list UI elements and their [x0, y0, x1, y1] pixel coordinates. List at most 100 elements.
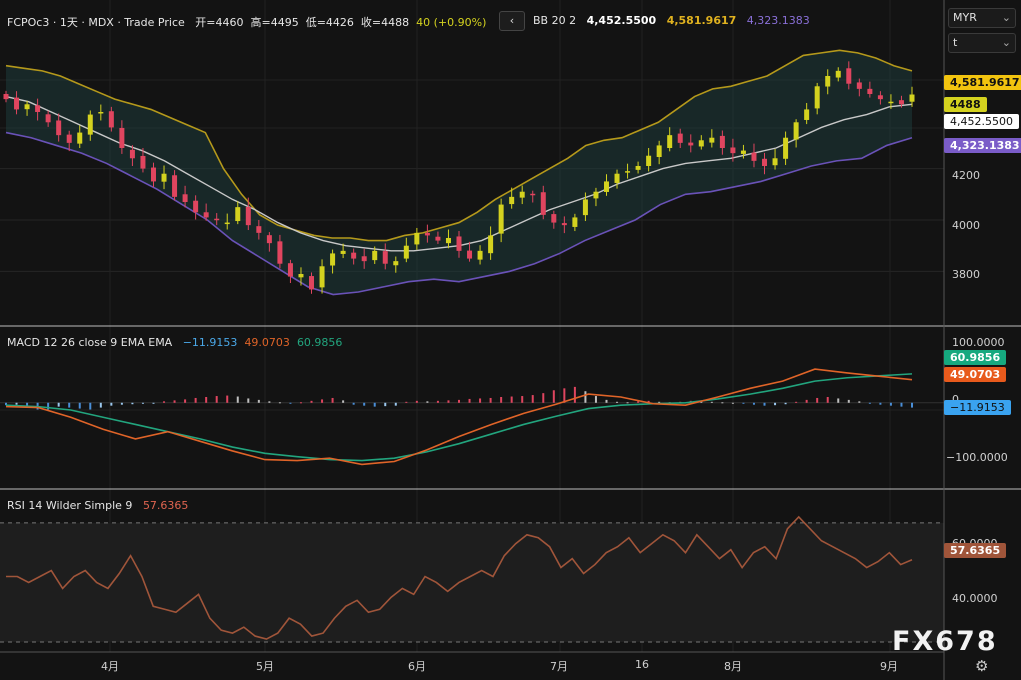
bb-upper-value: 4,581.9617	[666, 14, 737, 27]
candle-body	[519, 191, 525, 198]
macd-histogram-bar	[521, 396, 524, 403]
macd-histogram-bar	[710, 401, 713, 403]
macd-title[interactable]: MACD 12 26 close 9 EMA EMA	[7, 336, 173, 349]
candle-body	[888, 101, 894, 104]
macd-histogram-bar	[742, 402, 745, 404]
macd-histogram-bar	[236, 396, 239, 403]
macd-histogram-bar	[563, 388, 566, 403]
macd-histogram-bar	[868, 402, 871, 404]
macd-histogram-bar	[805, 399, 808, 403]
candle-body	[277, 241, 283, 264]
macd-signal-tag: 60.9856	[944, 350, 1007, 365]
candle-body	[688, 142, 694, 146]
candle-body	[509, 196, 515, 205]
gear-icon[interactable]: ⚙	[975, 657, 989, 675]
candle-body	[140, 155, 146, 169]
candle-body	[435, 236, 441, 241]
bb-upper-line	[5, 49, 913, 242]
macd-histogram-bar	[120, 402, 123, 405]
macd-histogram-bar	[299, 402, 302, 404]
macd-histogram-bar	[447, 400, 450, 403]
candle-body	[530, 193, 536, 196]
unit-value: t	[953, 36, 958, 49]
macd-histogram-bar	[774, 402, 777, 406]
candle-body	[129, 149, 135, 159]
candle-body	[572, 217, 578, 227]
macd-histogram-bar	[68, 402, 71, 408]
candle-body	[172, 175, 178, 197]
candle-body	[256, 226, 262, 233]
candle-body	[235, 207, 241, 222]
macd-histogram-bar	[837, 398, 840, 403]
macd-histogram-bar	[911, 402, 913, 408]
x-tick-may: 5月	[256, 660, 274, 673]
bb-mid-value: 4,452.5500	[586, 14, 657, 27]
candle-body	[382, 251, 388, 264]
macd-histogram-bar	[352, 402, 355, 405]
macd-histogram-bar	[247, 398, 250, 403]
bb-lower-line	[5, 131, 913, 296]
x-tick-aug: 8月	[724, 660, 742, 673]
unit-select[interactable]: t ⌄	[948, 33, 1016, 53]
macd-histogram-bar	[163, 401, 166, 403]
macd-histogram-bar	[152, 402, 155, 404]
candle-body	[825, 76, 831, 87]
macd-hist-tag: −11.9153	[944, 400, 1011, 415]
bb-label[interactable]: BB 20 2	[533, 14, 577, 27]
macd-histogram-bar	[731, 402, 734, 404]
macd-histogram-bar	[394, 402, 397, 406]
macd-histogram-bar	[373, 402, 376, 407]
symbol-label[interactable]: FCPOc3 · 1天 · MDX · Trade Price	[7, 16, 185, 29]
candle-body	[625, 171, 631, 173]
candle-body	[751, 152, 757, 161]
macd-histogram-bar	[426, 401, 429, 403]
candle-body	[603, 181, 609, 192]
macd-histogram-bar	[573, 386, 576, 403]
macd-histogram-bar	[15, 402, 18, 405]
candle-body	[150, 167, 156, 182]
macd-histogram-bar	[594, 396, 597, 403]
macd-histogram-bar	[310, 400, 313, 403]
macd-histogram-bar	[658, 401, 661, 403]
macd-histogram-bar	[531, 395, 534, 403]
macd-histogram-bar	[479, 398, 482, 403]
candle-body	[656, 145, 662, 157]
candle-body	[909, 94, 915, 102]
price-tick: 4200	[952, 169, 980, 182]
collapse-legend-button[interactable]: ‹	[499, 11, 525, 31]
x-tick-apr: 4月	[101, 660, 119, 673]
x-tick-jun: 6月	[408, 660, 426, 673]
macd-histogram-bar	[131, 402, 134, 405]
candle-body	[488, 235, 494, 254]
candle-body	[856, 82, 862, 89]
rsi-tag: 57.6365	[944, 543, 1007, 558]
candle-body	[193, 200, 199, 213]
macd-histogram-bar	[847, 399, 850, 403]
chevron-left-icon: ‹	[509, 14, 515, 27]
macd-histogram-bar	[78, 402, 81, 409]
macd-histogram-bar	[647, 400, 650, 403]
chevron-down-icon: ⌄	[1001, 36, 1011, 49]
bollinger-legend: BB 20 2 4,452.5500 4,581.9617 4,323.1383	[533, 14, 810, 27]
macd-histogram-bar	[415, 400, 418, 403]
candle-body	[730, 147, 736, 154]
macd-histogram-bar	[436, 400, 439, 403]
chart-legend: FCPOc3 · 1天 · MDX · Trade Price 开=4460 高…	[7, 14, 486, 30]
candle-body	[498, 204, 504, 234]
candle-body	[330, 253, 336, 266]
rsi-title[interactable]: RSI 14 Wilder Simple 9	[7, 499, 133, 512]
candle-body	[98, 112, 104, 114]
currency-select[interactable]: MYR ⌄	[948, 8, 1016, 28]
candle-body	[614, 173, 620, 183]
macd-histogram-bar	[5, 402, 7, 406]
candle-body	[804, 109, 810, 120]
macd-line-tag: 49.0703	[944, 367, 1007, 382]
price-tick: 4000	[952, 219, 980, 232]
bollinger-band-fill	[6, 50, 912, 295]
watermark-logo: FX678	[892, 626, 998, 657]
macd-histogram-bar	[458, 399, 460, 403]
macd-histogram-bar	[226, 395, 229, 403]
candle-body	[561, 223, 567, 226]
macd-histogram-bar	[363, 402, 366, 406]
macd-histogram-bar	[584, 391, 587, 403]
